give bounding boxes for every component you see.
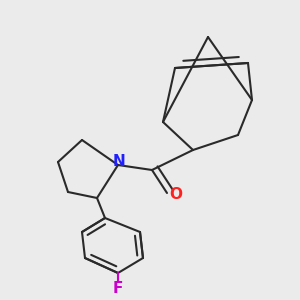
Text: F: F — [113, 281, 123, 296]
Text: O: O — [169, 187, 182, 202]
Text: N: N — [113, 154, 126, 169]
